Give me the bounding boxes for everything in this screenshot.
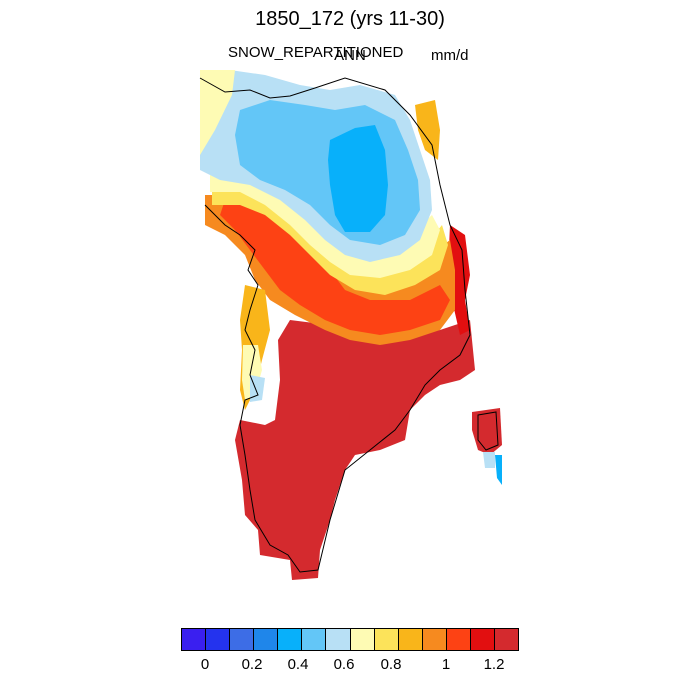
region-south (235, 320, 475, 580)
region-island-pale (483, 452, 495, 468)
colorbar-swatch (302, 629, 327, 650)
field-cells (200, 70, 502, 580)
colorbar-swatch (182, 629, 207, 650)
colorbar-swatch (326, 629, 351, 650)
colorbar-swatch (206, 629, 231, 650)
region-west-lightblue (250, 375, 265, 402)
colorbar-swatch (230, 629, 255, 650)
region-north-pale (200, 70, 235, 155)
season-label: ANN (334, 47, 366, 64)
coastline (199, 77, 499, 573)
region-island-blue (495, 455, 502, 485)
colorbar-swatch (495, 629, 519, 650)
region-red-ring (220, 200, 450, 335)
colorbar-swatch (350, 629, 375, 650)
colorbar-tick-label: 0.2 (241, 656, 263, 673)
colorbar-tick-label: 1.2 (483, 656, 505, 673)
colorbar-swatch (446, 629, 471, 650)
colorbar-tick-label: 1 (441, 656, 451, 673)
colorbar-swatch (254, 629, 279, 650)
colorbar-tick-label: 0.8 (380, 656, 402, 673)
colorbar-swatch (374, 629, 399, 650)
region-deepblue (328, 125, 388, 232)
colorbar-swatch (398, 629, 423, 650)
region-north-orange (415, 100, 440, 160)
region-east-coast (448, 225, 470, 335)
colorbar-swatch (278, 629, 303, 650)
map-title: 1850_172 (yrs 11-30) (255, 8, 445, 30)
variable-name: SNOW_REPARTITIONED (228, 44, 404, 61)
colorbar-tick-label: 0.4 (287, 656, 309, 673)
region-island (472, 408, 502, 455)
colorbar-tick-label: 0 (200, 656, 210, 673)
colorbar-swatch (470, 629, 496, 650)
colorbar-tick-label: 0.6 (333, 656, 355, 673)
colorbar-swatch (422, 629, 447, 650)
units-label: mm/d (431, 47, 469, 64)
colorbar (181, 628, 519, 651)
